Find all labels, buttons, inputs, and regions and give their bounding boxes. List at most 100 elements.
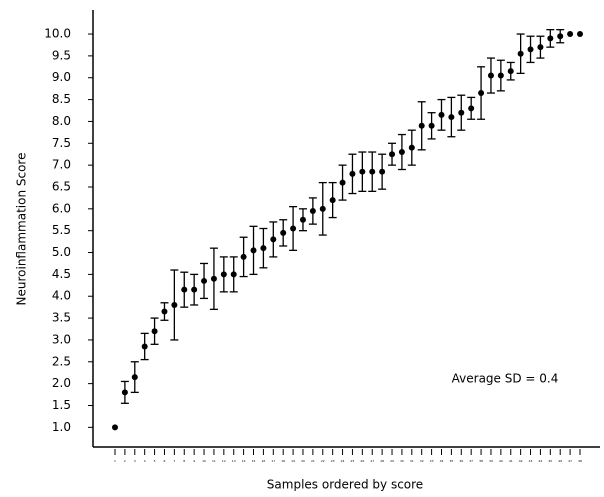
point (121, 389, 128, 396)
point (487, 72, 494, 79)
point (408, 144, 415, 151)
x-tick-label: 15 (252, 459, 256, 463)
x-tick-label: 18 (281, 459, 285, 463)
y-tick-label: 2.0 (52, 376, 71, 390)
x-tick-label: 10 (202, 459, 206, 463)
x-axis-label: Samples ordered by score (267, 478, 423, 492)
x-tick-label: 35 (449, 459, 453, 463)
point (577, 31, 583, 38)
point (567, 31, 574, 38)
x-tick-label: 12 (222, 459, 226, 463)
x-tick-label: 40 (499, 459, 503, 463)
y-tick-label: 1.5 (52, 398, 71, 412)
point (389, 151, 396, 158)
point (250, 247, 257, 254)
point (260, 245, 267, 252)
point (547, 35, 554, 42)
point (220, 271, 227, 278)
point (398, 149, 405, 156)
point (458, 109, 465, 116)
x-tick-label: 25 (351, 459, 355, 463)
x-tick-label: 4 (144, 459, 146, 463)
x-tick-label: 8 (183, 459, 185, 463)
y-tick-label: 6.0 (52, 201, 71, 215)
x-tick-label: 17 (271, 459, 275, 463)
point (290, 225, 297, 232)
point (309, 208, 316, 215)
point (339, 179, 346, 186)
point (428, 122, 435, 129)
y-tick-label: 5.0 (52, 245, 71, 259)
x-tick-label: 37 (469, 459, 473, 463)
point (299, 216, 306, 223)
x-tick-label: 3 (134, 459, 136, 463)
x-tick-label: 1 (114, 459, 116, 463)
x-tick-label: 31 (410, 459, 414, 463)
x-tick-label: 14 (242, 459, 246, 463)
point (240, 253, 247, 260)
x-tick-label: 45 (548, 459, 552, 463)
point (448, 114, 455, 121)
point (369, 168, 376, 175)
y-tick-label: 4.0 (52, 289, 71, 303)
point (329, 197, 336, 204)
y-tick-label: 10.0 (44, 27, 71, 41)
y-tick-label: 5.5 (52, 223, 71, 237)
point (468, 105, 475, 112)
x-tick-label: 47 (568, 459, 572, 463)
x-tick-label: 20 (301, 459, 305, 463)
x-tick-label: 21 (311, 459, 315, 463)
y-tick-label: 9.0 (52, 70, 71, 84)
point (141, 343, 148, 350)
point (557, 33, 564, 40)
point (349, 170, 356, 177)
y-tick-label: 8.0 (52, 114, 71, 128)
point (379, 168, 386, 175)
y-tick-label: 8.5 (52, 92, 71, 106)
point (507, 68, 514, 75)
x-tick-label: 48 (578, 459, 582, 463)
point (280, 229, 287, 236)
point (537, 44, 544, 51)
point (112, 424, 118, 431)
y-tick-label: 1.0 (52, 420, 71, 434)
point (418, 122, 425, 129)
y-tick-label: 7.0 (52, 158, 71, 172)
x-tick-label: 6 (164, 459, 166, 463)
point (497, 72, 504, 79)
y-axis-label: Neuroinflammation Score (15, 153, 29, 306)
x-tick-label: 22 (321, 459, 325, 463)
x-tick-label: 43 (529, 459, 533, 463)
point (230, 271, 237, 278)
point (319, 205, 326, 212)
point (527, 46, 534, 53)
point (191, 286, 198, 293)
x-tick-label: 7 (173, 459, 175, 463)
x-tick-label: 36 (459, 459, 463, 463)
point (161, 308, 168, 315)
point (131, 374, 138, 381)
x-tick-label: 42 (519, 459, 523, 463)
x-tick-label: 32 (420, 459, 424, 463)
point (201, 277, 208, 284)
x-tick-label: 9 (193, 459, 195, 463)
x-tick-label: 5 (154, 459, 156, 463)
x-tick-label: 41 (509, 459, 513, 463)
point (210, 275, 217, 282)
y-tick-label: 6.5 (52, 179, 71, 193)
y-tick-label: 9.5 (52, 48, 71, 62)
point (478, 90, 485, 97)
x-tick-label: 19 (291, 459, 295, 463)
x-tick-label: 29 (390, 459, 394, 463)
x-tick-label: 24 (341, 459, 345, 463)
y-tick-label: 3.0 (52, 332, 71, 346)
x-tick-label: 2 (124, 459, 126, 463)
x-tick-label: 28 (380, 459, 384, 463)
x-tick-label: 16 (261, 459, 265, 463)
x-tick-label: 30 (400, 459, 404, 463)
y-tick-label: 4.5 (52, 267, 71, 281)
y-tick-label: 2.5 (52, 354, 71, 368)
x-tick-label: 46 (558, 459, 562, 463)
point (181, 286, 188, 293)
